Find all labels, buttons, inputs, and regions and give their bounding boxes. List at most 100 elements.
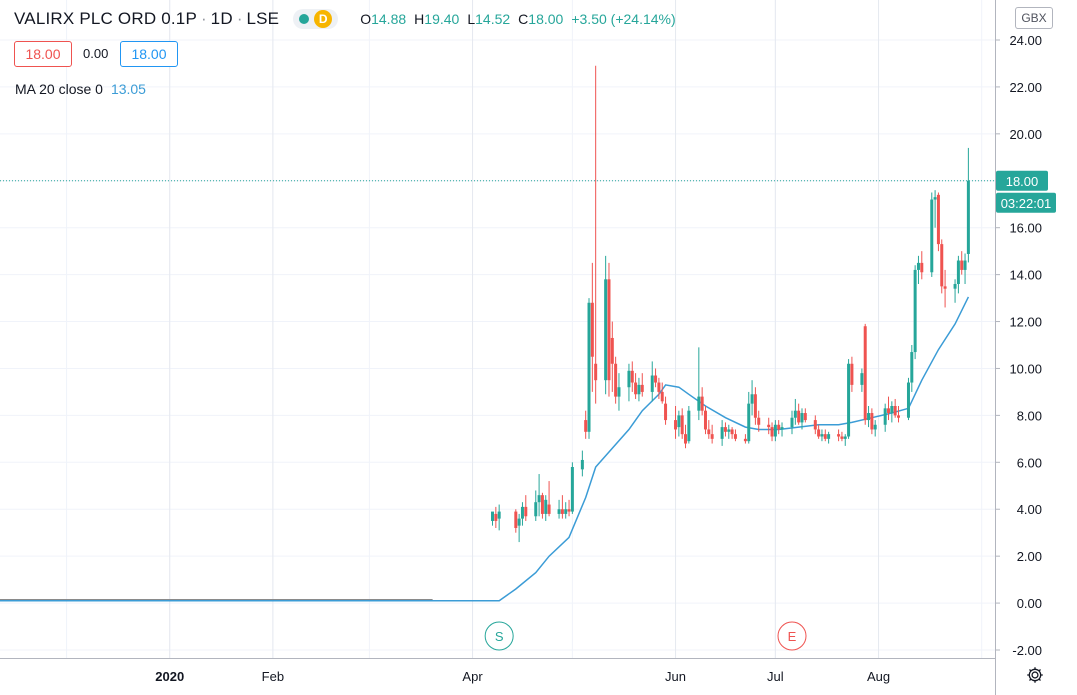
candle-body xyxy=(664,403,668,421)
candle-body xyxy=(803,413,807,421)
chart-legend-header: VALIRX PLC ORD 0.1P · 1D · LSE D O14.88 … xyxy=(14,8,676,30)
candle-body xyxy=(743,438,747,442)
candle-body xyxy=(906,382,910,418)
earnings-event-marker[interactable] xyxy=(777,621,807,651)
candle-body xyxy=(883,408,887,425)
price-axis-label: 2.00 xyxy=(1017,549,1042,564)
candle-body xyxy=(837,434,841,437)
candle-body xyxy=(727,429,731,432)
candle-body xyxy=(750,394,754,404)
candle-body xyxy=(757,417,761,425)
candle-body xyxy=(587,302,591,432)
candle-body xyxy=(564,509,568,514)
candle-body xyxy=(547,504,551,514)
price-axis-label: 6.00 xyxy=(1017,455,1042,470)
last-price-label: 18.00 xyxy=(1006,174,1039,189)
market-status-pill[interactable]: D xyxy=(293,9,339,29)
candle-body xyxy=(700,396,704,411)
candle-body xyxy=(823,434,827,439)
time-axis-label: Feb xyxy=(262,669,284,684)
candle-body xyxy=(960,260,964,270)
time-axis-label: Jun xyxy=(665,669,686,684)
delayed-data-badge: D xyxy=(314,10,333,28)
candle-body xyxy=(920,262,924,273)
candle-body xyxy=(534,502,538,517)
price-axis-label: 4.00 xyxy=(1017,502,1042,517)
candle-body xyxy=(896,415,900,418)
candle-body xyxy=(797,410,801,423)
buy-price-button[interactable]: 18.00 xyxy=(120,41,178,67)
candle-body xyxy=(860,373,864,385)
price-axis-label: -2.00 xyxy=(1012,643,1042,658)
candle-body xyxy=(540,495,544,514)
candle-body xyxy=(956,260,960,284)
candle-body xyxy=(680,415,684,435)
candle-body xyxy=(827,434,831,439)
close-value: 18.00 xyxy=(528,11,564,27)
ma-indicator-value: 13.05 xyxy=(110,81,146,97)
candle-body xyxy=(777,424,781,430)
candle-body xyxy=(943,286,947,289)
candle-body xyxy=(936,194,940,245)
candle-body xyxy=(916,262,920,270)
price-axis-label: 14.00 xyxy=(1009,268,1042,283)
candle-body xyxy=(604,279,608,381)
candle-body xyxy=(793,410,797,418)
time-axis-label: 2020 xyxy=(155,669,184,684)
candle-body xyxy=(703,410,707,430)
countdown-badge xyxy=(996,192,1056,213)
price-axis-label: 20.00 xyxy=(1009,127,1042,142)
ma-indicator-legend[interactable]: MA 20 close 0 13.05 xyxy=(15,81,146,97)
candle-body xyxy=(657,382,661,392)
title-separator: · xyxy=(201,9,207,28)
price-axis-label: 22.00 xyxy=(1009,80,1042,95)
candle-body xyxy=(887,408,891,414)
candle-body xyxy=(614,363,618,397)
candle-body xyxy=(733,434,737,439)
candle-body xyxy=(870,413,874,430)
candle-body xyxy=(723,427,727,432)
candle-body xyxy=(557,509,561,514)
ohlc-values: O14.88 H19.40 L14.52 C18.00 +3.50 (+24.1… xyxy=(360,11,675,27)
candle-body xyxy=(847,363,851,437)
currency-button[interactable]: GBX xyxy=(1015,7,1053,29)
candle-body xyxy=(850,363,854,385)
candle-body xyxy=(660,391,664,402)
event-marker-label: S xyxy=(495,629,504,644)
symbol-title[interactable]: VALIRX PLC ORD 0.1P xyxy=(14,9,197,28)
low-value: 14.52 xyxy=(475,11,511,27)
candle-body xyxy=(863,326,867,421)
candle-body xyxy=(767,424,771,428)
sell-price-button[interactable]: 18.00 xyxy=(14,41,72,67)
candle-body xyxy=(627,370,631,388)
candle-body xyxy=(594,363,598,381)
candle-body xyxy=(637,384,641,395)
candle-body xyxy=(570,467,574,512)
time-axis-label: Apr xyxy=(462,669,483,684)
candle-body xyxy=(933,197,937,200)
price-axis-label: 24.00 xyxy=(1009,33,1042,48)
candle-body xyxy=(517,518,521,526)
candle-body xyxy=(560,509,564,514)
price-axis-label: 8.00 xyxy=(1017,408,1042,423)
candle-body xyxy=(963,260,967,270)
event-marker-label: E xyxy=(788,629,797,644)
candle-body xyxy=(890,406,894,414)
candle-body xyxy=(590,302,594,357)
candle-body xyxy=(491,511,495,521)
split-event-marker[interactable] xyxy=(484,621,514,651)
candle-body xyxy=(747,403,751,442)
candle-body xyxy=(630,370,634,383)
candle-body xyxy=(607,279,611,381)
price-axis-label: 10.00 xyxy=(1009,361,1042,376)
price-axis-label: 0.00 xyxy=(1017,596,1042,611)
candle-body xyxy=(544,499,548,514)
settings-gear-icon[interactable] xyxy=(1024,664,1046,686)
candle-body xyxy=(567,509,571,512)
spread-value: 0.00 xyxy=(83,46,109,61)
countdown-label: 03:22:01 xyxy=(1001,196,1052,211)
candle-body xyxy=(654,375,658,383)
interval-label[interactable]: 1D xyxy=(210,9,233,28)
